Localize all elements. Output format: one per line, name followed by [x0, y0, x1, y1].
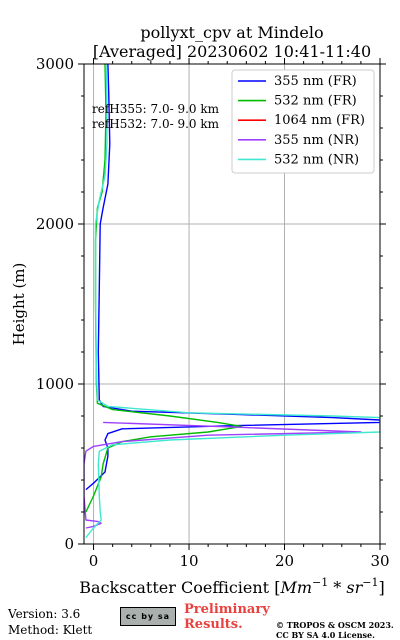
- plot-frame: [83, 63, 381, 545]
- x-axis-label-suffix: ]: [378, 578, 384, 597]
- legend-label: 355 nm (NR): [274, 133, 359, 148]
- ref-height-355-annotation: refH355: 7.0- 9.0 km: [92, 102, 220, 116]
- method-text: Method: Klett: [8, 623, 93, 637]
- x-tick-label: 20: [275, 552, 294, 570]
- y-tick-label: 0: [64, 535, 74, 553]
- legend-label: 1064 nm (FR): [274, 113, 365, 128]
- legend-label: 532 nm (FR): [274, 94, 357, 109]
- chart-subtitle: [Averaged] 20230602 10:41-11:40: [93, 42, 371, 61]
- copyright-line-2: CC BY SA 4.0 License.: [276, 630, 375, 640]
- legend-box: [231, 69, 375, 174]
- preliminary-line-2: Results.: [184, 617, 243, 632]
- cc-license-badge: cc by sa: [120, 607, 176, 626]
- legend-label: 355 nm (FR): [274, 74, 357, 89]
- x-tick-label: 30: [370, 552, 389, 570]
- legend: 355 nm (FR) 532 nm (FR) 1064 nm (FR) 355 nm…: [231, 69, 375, 174]
- x-axis-label-prefix: Backscatter Coefficient [: [79, 578, 280, 597]
- y-tick-label: 1000: [36, 375, 74, 393]
- x-axis-label: Backscatter Coefficient [Mm−1 * sr−1]: [79, 576, 384, 597]
- series-line-4: [85, 64, 380, 539]
- preliminary-notice: Preliminary Results.: [184, 602, 270, 632]
- x-axis-label-mid: *: [328, 578, 346, 597]
- x-axis-label-unit2: sr: [346, 578, 363, 597]
- footer-info: Version: 3.6 Method: Klett: [8, 606, 92, 638]
- legend-label: 532 nm (NR): [274, 152, 359, 167]
- x-axis-label-unit2-exp: −1: [362, 576, 378, 589]
- ref-height-532-annotation: refH532: 7.0- 9.0 km: [92, 117, 220, 131]
- y-tick-label: 3000: [36, 55, 74, 73]
- x-tick-label: 0: [89, 552, 99, 570]
- version-text: Version: 3.6: [8, 607, 81, 621]
- line-layer: [84, 64, 380, 539]
- y-axis-label: Height (m): [10, 263, 28, 346]
- series-line-3: [84, 421, 362, 529]
- tick-layer: 0 10 20 30 0 1000 2000 3000: [36, 55, 390, 570]
- backscatter-profile-chart: 0 10 20 30 0 1000 2000 3000 pollyxt_cpv at Mind…: [10, 23, 390, 597]
- y-tick-label: 2000: [36, 215, 74, 233]
- preliminary-line-1: Preliminary: [184, 602, 270, 617]
- copyright-line-1: © TROPOS & OSCM 2023.: [276, 620, 394, 630]
- copyright-notice: © TROPOS & OSCM 2023. CC BY SA 4.0 Licen…: [276, 620, 394, 640]
- chart-title: pollyxt_cpv at Mindelo: [140, 23, 323, 42]
- x-tick-label: 10: [179, 552, 198, 570]
- x-axis-label-unit1-exp: −1: [312, 576, 328, 589]
- x-axis-label-unit1: Mm: [279, 578, 312, 597]
